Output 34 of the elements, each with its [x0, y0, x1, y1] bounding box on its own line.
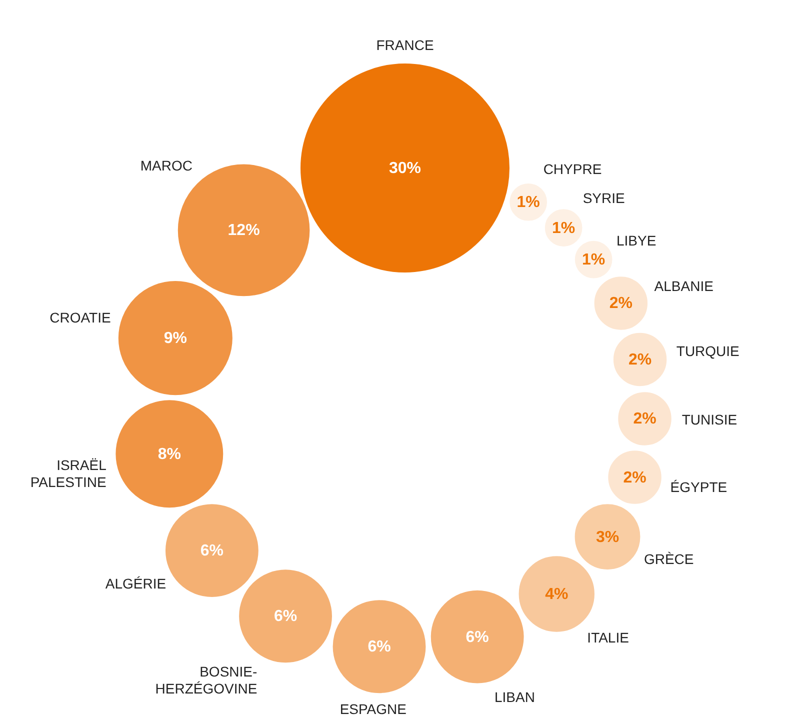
category-label: CROATIE: [50, 309, 111, 326]
data-label: 1%: [582, 252, 606, 269]
category-label: SYRIE: [582, 190, 625, 206]
category-label: ITALIE: [587, 630, 629, 646]
data-label: 2%: [609, 295, 632, 312]
data-label: 2%: [628, 351, 652, 368]
data-label: 1%: [552, 220, 576, 237]
category-label: BOSNIE-HERZÉGOVINE: [155, 664, 258, 697]
category-label: CHYPRE: [543, 161, 602, 178]
category-label: ALBANIE: [654, 278, 714, 294]
data-label: 6%: [466, 628, 489, 646]
category-label: GRÈCE: [644, 550, 694, 567]
category-label: MAROC: [140, 158, 192, 174]
data-label: 1%: [516, 194, 540, 212]
category-label: TURQUIE: [676, 342, 740, 359]
data-label: 3%: [596, 528, 620, 546]
category-label: ISRAËL PALESTINE: [30, 457, 107, 490]
category-label: LIBAN: [494, 689, 535, 706]
data-label: 9%: [164, 330, 187, 348]
data-label: 12%: [228, 222, 260, 240]
data-label: 6%: [368, 638, 391, 656]
category-label: ALGÉRIE: [105, 575, 166, 592]
category-label: FRANCE: [376, 37, 434, 53]
data-label: 8%: [158, 446, 181, 463]
data-label: 4%: [545, 586, 568, 604]
data-label: 2%: [623, 469, 646, 486]
category-label: LIBYE: [616, 232, 656, 248]
data-label: 6%: [200, 542, 224, 560]
category-label: TUNISIE: [682, 411, 738, 428]
category-label: ÉGYPTE: [670, 479, 728, 495]
data-label: 2%: [633, 410, 656, 428]
category-label: ESPAGNE: [340, 701, 406, 718]
data-label: 30%: [388, 160, 422, 177]
data-label: 6%: [274, 608, 298, 626]
